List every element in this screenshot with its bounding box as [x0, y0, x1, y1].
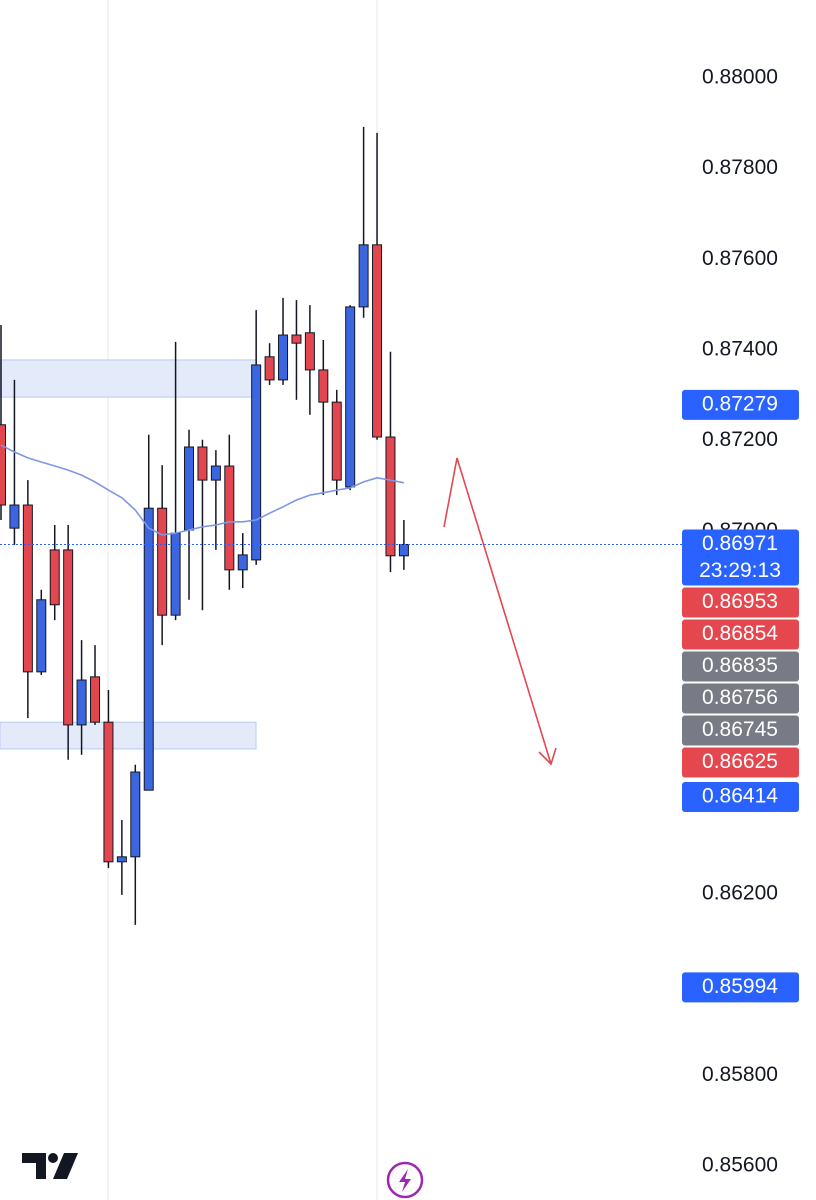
candle-body	[143, 507, 154, 791]
annotation-arrow	[443, 457, 557, 766]
price-label: 0.86756	[702, 686, 778, 709]
moving-average	[0, 444, 405, 536]
candle-body	[49, 549, 60, 606]
candle-body	[116, 856, 127, 863]
candle-body	[345, 306, 356, 488]
candle-body	[0, 424, 6, 506]
price-label: 0.87279	[702, 392, 778, 415]
candle-body	[278, 334, 289, 381]
price-label-box	[682, 389, 799, 420]
candle-body	[103, 721, 114, 863]
candle-body	[358, 244, 369, 308]
price-label: 0.86854	[702, 622, 778, 645]
price-label: 0.86953	[702, 590, 778, 613]
y-tick-label: 0.87800	[702, 156, 778, 179]
price-label: 0.86835	[702, 654, 778, 677]
candle-body	[63, 549, 74, 726]
y-tick-label: 0.87600	[702, 247, 778, 270]
candle-body	[157, 507, 168, 616]
y-tick-label: 0.87200	[702, 428, 778, 451]
price-label: 0.85994	[702, 975, 778, 998]
candle-body	[170, 532, 181, 616]
candle-body	[304, 332, 315, 371]
candle-body	[237, 554, 248, 571]
candle-body	[76, 679, 87, 726]
overlay	[0, 444, 682, 545]
logo-part	[22, 1153, 46, 1179]
candle-body	[398, 543, 409, 557]
candle-body	[210, 465, 221, 481]
zones	[0, 359, 257, 750]
candle-body	[251, 364, 262, 561]
price-label: 0.86745	[702, 718, 778, 741]
price-label-box	[682, 587, 799, 618]
candle-body	[264, 356, 275, 381]
candles	[0, 126, 409, 925]
logo-part	[48, 1153, 58, 1163]
candle-body	[318, 369, 329, 403]
lightning-icon[interactable]	[386, 1161, 424, 1199]
price-labels: 0.87279 0.86971 23:29:13 0.86953 0.86854 0.86…	[682, 389, 799, 1003]
candle-body	[184, 446, 195, 531]
y-tick-label: 0.85600	[702, 1154, 778, 1177]
zone	[0, 359, 257, 398]
price-label: 0.86971	[702, 532, 778, 555]
tradingview-logo	[22, 1153, 78, 1179]
icon-bolt	[399, 1169, 411, 1192]
countdown: 23:29:13	[699, 559, 781, 582]
price-label-box	[682, 972, 799, 1003]
arrow-line	[443, 457, 552, 765]
price-label-box	[682, 529, 799, 586]
candle-body	[372, 244, 383, 438]
candle-body	[22, 504, 33, 673]
price-label: 0.86625	[702, 750, 778, 773]
price-label-box	[682, 651, 799, 682]
zone	[0, 721, 257, 750]
candle-body	[291, 334, 302, 344]
candle-body	[224, 465, 235, 571]
y-tick-label: 0.86200	[702, 882, 778, 905]
candle-body	[331, 401, 342, 481]
price-label-box	[682, 619, 799, 650]
price-label-box	[682, 715, 799, 746]
arrow-head	[538, 747, 557, 766]
candle-body	[130, 771, 141, 858]
candle-body	[197, 446, 208, 481]
logo-part	[53, 1153, 78, 1179]
y-tick-label: 0.87400	[702, 338, 778, 361]
price-label-box	[682, 747, 799, 778]
price-label-box	[682, 781, 799, 812]
price-label: 0.86414	[702, 785, 778, 808]
candle-body	[90, 676, 101, 723]
candle-body	[9, 504, 20, 529]
price-label-box	[682, 683, 799, 714]
y-tick-label: 0.88000	[702, 66, 778, 89]
candle-body	[36, 599, 47, 673]
y-tick-label: 0.85800	[702, 1063, 778, 1086]
candle-body	[385, 436, 396, 557]
